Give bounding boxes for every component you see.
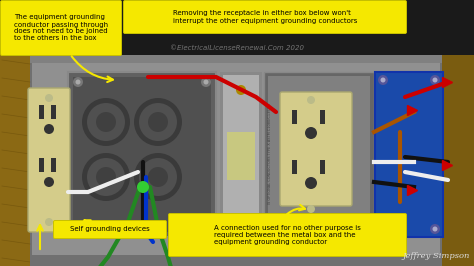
FancyBboxPatch shape — [168, 214, 407, 256]
Circle shape — [82, 98, 130, 146]
Text: IS OPTIONAL CONDUCTORS TYPE X ASTM C1080/C1350M: IS OPTIONAL CONDUCTORS TYPE X ASTM C1080… — [268, 103, 272, 205]
Bar — [227, 132, 255, 180]
Bar — [223, 75, 259, 234]
Text: A connection used for no other purpose is
required between the metal box and the: A connection used for no other purpose i… — [214, 225, 361, 245]
Circle shape — [307, 96, 315, 104]
Circle shape — [339, 224, 349, 234]
FancyBboxPatch shape — [280, 92, 352, 206]
Circle shape — [311, 227, 317, 231]
Circle shape — [87, 158, 125, 196]
Bar — [0, 55, 32, 266]
Bar — [73, 77, 211, 232]
Bar — [292, 160, 297, 174]
Circle shape — [236, 214, 246, 224]
Text: The equipment grounding
conductor passing through
does not need to be joined
to : The equipment grounding conductor passin… — [14, 15, 108, 41]
Bar — [320, 110, 325, 124]
Bar — [375, 72, 443, 237]
Circle shape — [341, 227, 346, 231]
Circle shape — [432, 227, 438, 231]
Text: Self grounding devices: Self grounding devices — [70, 227, 150, 232]
Circle shape — [309, 224, 319, 234]
FancyBboxPatch shape — [124, 1, 407, 34]
Circle shape — [45, 94, 53, 102]
Bar — [32, 57, 440, 264]
Circle shape — [381, 77, 385, 82]
Bar — [39, 105, 44, 119]
Circle shape — [148, 112, 168, 132]
Circle shape — [378, 224, 388, 234]
Circle shape — [134, 153, 182, 201]
Circle shape — [73, 222, 83, 232]
Circle shape — [75, 225, 81, 230]
Circle shape — [282, 227, 286, 231]
Circle shape — [45, 218, 53, 226]
Circle shape — [73, 77, 83, 87]
Circle shape — [44, 177, 54, 187]
Circle shape — [381, 227, 385, 231]
Circle shape — [203, 80, 209, 85]
Circle shape — [432, 77, 438, 82]
Circle shape — [307, 205, 315, 213]
Circle shape — [96, 167, 116, 187]
Circle shape — [201, 222, 211, 232]
Bar — [30, 55, 442, 266]
Bar — [442, 55, 474, 266]
Bar — [292, 110, 297, 124]
Bar — [320, 160, 325, 174]
Bar — [30, 55, 442, 63]
Circle shape — [96, 112, 116, 132]
Circle shape — [203, 225, 209, 230]
Circle shape — [148, 167, 168, 187]
Circle shape — [134, 98, 182, 146]
FancyBboxPatch shape — [54, 221, 166, 239]
Circle shape — [279, 224, 289, 234]
Bar — [51, 158, 56, 172]
Circle shape — [201, 77, 211, 87]
Text: Removing the receptacle in either box below won't
interrupt the other equipment : Removing the receptacle in either box be… — [173, 10, 357, 23]
Circle shape — [82, 153, 130, 201]
Circle shape — [75, 80, 81, 85]
FancyBboxPatch shape — [28, 88, 70, 232]
Circle shape — [87, 103, 125, 141]
Circle shape — [305, 127, 317, 139]
Circle shape — [430, 75, 440, 85]
Circle shape — [137, 181, 149, 193]
Circle shape — [139, 158, 177, 196]
Circle shape — [305, 177, 317, 189]
Bar — [51, 105, 56, 119]
Circle shape — [378, 75, 388, 85]
Text: Jeffrey Simpson: Jeffrey Simpson — [402, 252, 470, 260]
Bar — [39, 158, 44, 172]
Bar — [68, 72, 216, 237]
Bar — [264, 72, 374, 237]
Bar — [220, 72, 262, 237]
Bar — [30, 255, 442, 266]
FancyBboxPatch shape — [0, 1, 121, 56]
Circle shape — [44, 124, 54, 134]
Text: ©ElectricalLicenseRenewal.Com 2020: ©ElectricalLicenseRenewal.Com 2020 — [170, 45, 304, 51]
Circle shape — [139, 103, 177, 141]
Bar — [268, 76, 370, 233]
Circle shape — [430, 224, 440, 234]
Circle shape — [236, 85, 246, 95]
